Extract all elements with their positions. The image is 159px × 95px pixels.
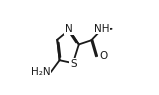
Text: NH: NH: [94, 24, 109, 34]
Text: S: S: [70, 59, 77, 69]
Text: N: N: [65, 24, 73, 34]
Text: H₂N: H₂N: [31, 67, 50, 77]
Text: O: O: [99, 51, 107, 61]
